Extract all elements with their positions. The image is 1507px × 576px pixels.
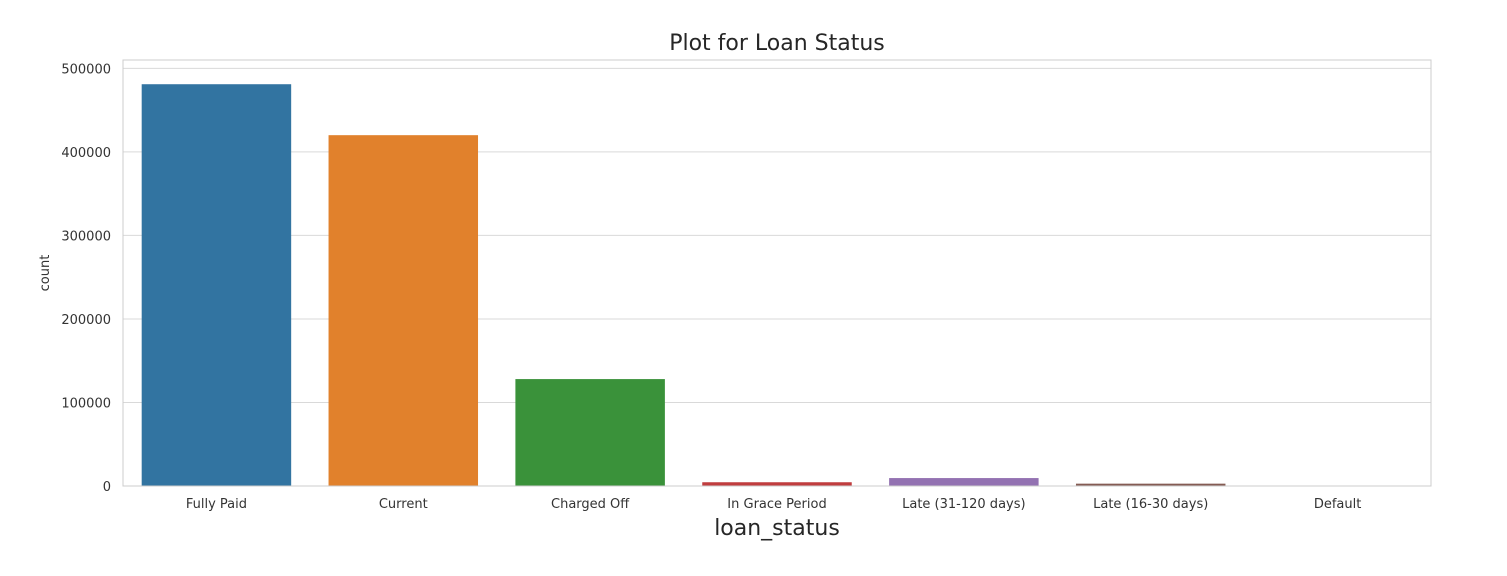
x-tick-label: Late (16-30 days) [1093, 497, 1208, 512]
x-tick-label: Charged Off [551, 497, 630, 512]
x-axis-label: loan_status [714, 516, 840, 541]
x-tick-label: Default [1314, 497, 1362, 512]
bar-charged-off [515, 379, 664, 486]
x-tick-label: Late (31-120 days) [902, 497, 1025, 512]
y-tick-label: 500000 [61, 62, 111, 77]
bar-in-grace-period [702, 482, 851, 486]
x-tick-label: Current [379, 497, 428, 512]
y-tick-labels: 0 100000 200000 300000 400000 500000 [61, 62, 111, 495]
y-tick-label: 400000 [61, 146, 111, 161]
x-tick-label: Fully Paid [186, 497, 247, 512]
y-tick-label: 100000 [61, 396, 111, 411]
y-tick-label: 0 [103, 480, 111, 495]
chart-title: Plot for Loan Status [669, 31, 885, 56]
x-tick-labels: Fully Paid Current Charged Off In Grace Per… [186, 497, 1361, 512]
bar-late-31-120-days [889, 478, 1038, 486]
y-tick-label: 200000 [61, 313, 111, 328]
x-tick-label: In Grace Period [727, 497, 826, 512]
bar-fully-paid [142, 84, 291, 486]
plot-frame [123, 60, 1431, 486]
bar-current [329, 135, 478, 486]
y-axis-label: count [38, 255, 53, 292]
grid-layer [123, 68, 1431, 486]
y-tick-label: 300000 [61, 229, 111, 244]
bars-layer [142, 84, 1413, 486]
